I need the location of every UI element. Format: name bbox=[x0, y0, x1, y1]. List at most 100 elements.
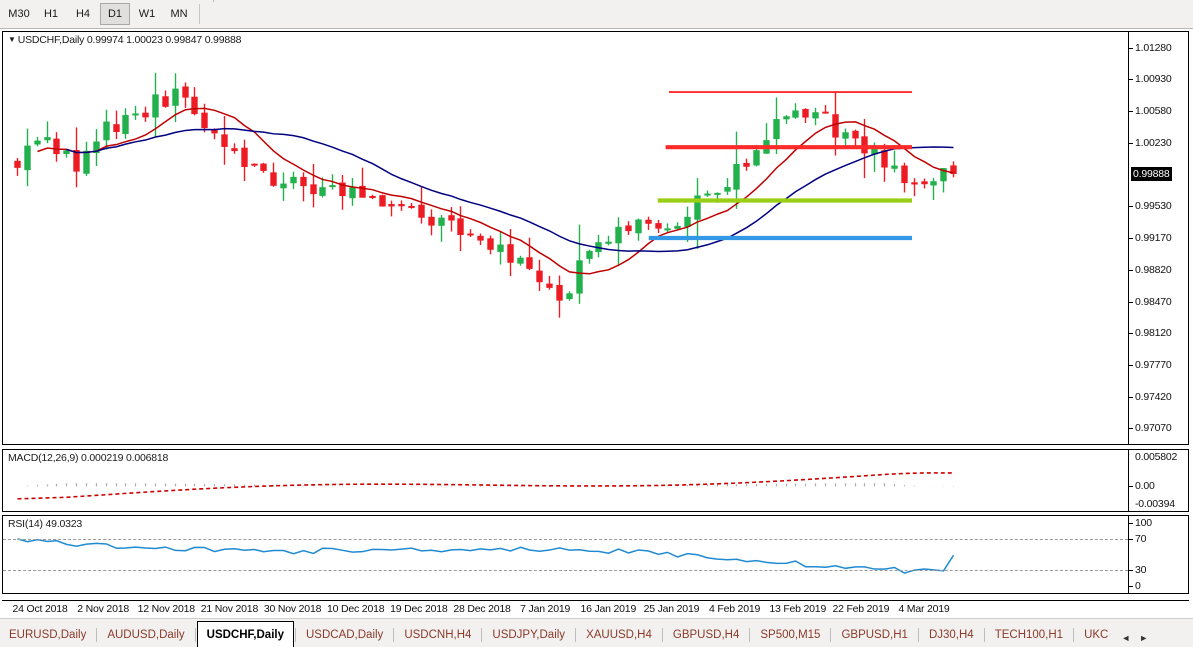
price-axis-label: 1.00930 bbox=[1135, 73, 1172, 86]
rsi-plot bbox=[3, 516, 1128, 593]
date-axis-label: 25 Jan 2019 bbox=[643, 603, 700, 615]
chart-tab-usdchf-daily[interactable]: USDCHF,Daily bbox=[196, 621, 294, 647]
tab-divider bbox=[294, 628, 296, 642]
chart-tab-gbpusd-h1[interactable]: GBPUSD,H1 bbox=[841, 629, 908, 641]
macd-axis-label: 0.00 bbox=[1135, 480, 1155, 493]
price-axis-tick bbox=[1129, 238, 1133, 240]
chart-tab-ukc[interactable]: UKC bbox=[1084, 629, 1109, 641]
date-axis-label: 13 Feb 2019 bbox=[769, 603, 827, 615]
macd-pane[interactable]: MACD(12,26,9) 0.000219 0.006818 0.005802… bbox=[2, 449, 1189, 512]
candlestick-svg bbox=[14, 72, 957, 318]
macd-axis-label: 0.005802 bbox=[1135, 451, 1178, 463]
rsi-svg bbox=[17, 538, 955, 574]
price-pane[interactable]: ▼ USDCHF,Daily 0.99974 1.00023 0.99847 0.… bbox=[2, 31, 1189, 445]
rsi-pane-label: RSI(14) 49.0323 bbox=[8, 518, 83, 530]
price-axis-label: 1.00580 bbox=[1135, 105, 1172, 118]
tab-divider bbox=[749, 628, 751, 642]
price-axis-tick bbox=[1129, 142, 1133, 144]
rsi-axis-label: 0 bbox=[1135, 580, 1141, 592]
chart-tab-dj30-h4[interactable]: DJ30,H4 bbox=[928, 629, 974, 641]
timeframe-button-mn[interactable]: MN bbox=[170, 8, 188, 20]
price-axis-label: 0.97420 bbox=[1135, 390, 1172, 403]
price-axis-label: 1.00230 bbox=[1135, 136, 1172, 149]
tab-divider bbox=[661, 628, 663, 642]
timeframe-button-m30[interactable]: M30 bbox=[8, 8, 30, 20]
macd-pane-label: MACD(12,26,9) 0.000219 0.006818 bbox=[8, 452, 169, 464]
chart-tab-audusd-daily[interactable]: AUDUSD,Daily bbox=[107, 629, 185, 641]
chart-tab-usdcad-daily[interactable]: USDCAD,Daily bbox=[305, 629, 384, 641]
date-axis-label: 4 Feb 2019 bbox=[708, 603, 761, 615]
chart-tab-xauusd-h4[interactable]: XAUUSD,H4 bbox=[586, 629, 652, 641]
chart-tab-tech100-h1[interactable]: TECH100,H1 bbox=[994, 629, 1064, 641]
chart-tab-usdjpy-daily[interactable]: USDJPY,Daily bbox=[492, 629, 566, 641]
date-axis-label: 10 Dec 2018 bbox=[327, 603, 385, 615]
date-axis-label: 30 Nov 2018 bbox=[263, 603, 322, 615]
date-axis-label: 28 Dec 2018 bbox=[453, 603, 511, 615]
tab-scroll-controls[interactable]: ◄ ► bbox=[1117, 633, 1155, 647]
macd-axis-label: -0.00394 bbox=[1135, 498, 1175, 510]
date-axis-label: 22 Feb 2019 bbox=[832, 603, 890, 615]
tab-divider bbox=[481, 628, 483, 642]
price-axis-label: 0.98120 bbox=[1135, 327, 1172, 340]
tab-divider bbox=[96, 628, 98, 642]
tab-divider bbox=[393, 628, 395, 642]
rsi-axis-label: 30 bbox=[1135, 563, 1147, 576]
date-axis-label: 19 Dec 2018 bbox=[390, 603, 448, 615]
price-axis-tick bbox=[1129, 205, 1133, 207]
price-axis-tick bbox=[1129, 47, 1133, 49]
current-price-label: 0.99888 bbox=[1131, 166, 1172, 181]
macd-axis-tick bbox=[1129, 486, 1133, 488]
timeframe-toolbar: M30 H1 H4 D1 W1 MN bbox=[0, 0, 1193, 29]
price-axis-label: 0.98820 bbox=[1135, 264, 1172, 277]
tab-divider bbox=[575, 628, 577, 642]
price-axis-label: 0.97770 bbox=[1135, 358, 1172, 371]
chart-tab-bar[interactable]: EURUSD,Daily AUDUSD,Daily USDCHF,Daily USDC… bbox=[0, 618, 1193, 647]
chart-tab-eurusd-daily[interactable]: EURUSD,Daily bbox=[9, 629, 87, 641]
date-axis-label: 21 Nov 2018 bbox=[200, 603, 259, 615]
timeframe-button-h4[interactable]: H4 bbox=[75, 8, 91, 20]
date-axis-label: 16 Jan 2019 bbox=[580, 603, 637, 615]
scroll-right-icon[interactable]: ► bbox=[1139, 633, 1149, 643]
tab-divider bbox=[917, 628, 919, 642]
rsi-pane[interactable]: RSI(14) 49.0323 100 70 30 0 bbox=[2, 515, 1189, 594]
price-axis[interactable]: 1.01280 1.00930 1.00580 1.00230 0.99530 0.991… bbox=[1128, 32, 1188, 444]
timeframe-button-h1[interactable]: H1 bbox=[43, 8, 59, 20]
chart-tab-usdcnh-h4[interactable]: USDCNH,H4 bbox=[404, 629, 472, 641]
price-axis-tick bbox=[1129, 364, 1133, 366]
rsi-axis-tick bbox=[1129, 523, 1133, 524]
timeframe-button-w1[interactable]: W1 bbox=[138, 8, 156, 20]
price-pane-header: ▼ USDCHF,Daily 0.99974 1.00023 0.99847 0.… bbox=[8, 34, 242, 46]
tab-divider bbox=[983, 628, 985, 642]
macd-plot bbox=[3, 450, 1128, 511]
scroll-left-icon[interactable]: ◄ bbox=[1121, 633, 1131, 643]
rsi-axis-tick bbox=[1129, 539, 1133, 541]
price-axis-label: 0.99530 bbox=[1135, 199, 1172, 212]
timeframe-button-d1[interactable]: D1 bbox=[100, 3, 130, 25]
price-axis-tick bbox=[1129, 333, 1133, 335]
rsi-axis-tick bbox=[1129, 569, 1133, 571]
collapse-arrow-icon[interactable]: ▼ bbox=[8, 35, 16, 44]
rsi-level-70 bbox=[3, 539, 1128, 541]
macd-axis: 0.005802 0.00 -0.00394 bbox=[1128, 450, 1188, 511]
tab-divider bbox=[1073, 628, 1075, 642]
chart-area[interactable]: ▼ USDCHF,Daily 0.99974 1.00023 0.99847 0.… bbox=[0, 28, 1193, 618]
price-axis-tick bbox=[1129, 396, 1133, 398]
price-axis-tick bbox=[1129, 79, 1133, 81]
tab-divider bbox=[830, 628, 832, 642]
price-plot[interactable] bbox=[3, 32, 1128, 444]
price-axis-label: 0.99170 bbox=[1135, 232, 1172, 245]
chart-tab-gbpusd-h4[interactable]: GBPUSD,H4 bbox=[672, 629, 740, 641]
macd-svg bbox=[17, 472, 955, 500]
rsi-axis-tick bbox=[1129, 586, 1133, 587]
date-axis-label: 7 Jan 2019 bbox=[520, 603, 571, 615]
rsi-axis-label: 70 bbox=[1135, 533, 1147, 546]
price-axis-label: 0.98470 bbox=[1135, 295, 1172, 308]
price-axis-tick bbox=[1129, 270, 1133, 272]
price-axis-tick bbox=[1129, 111, 1133, 113]
price-axis-label: 0.97070 bbox=[1135, 422, 1172, 435]
rsi-level-30 bbox=[3, 569, 1128, 571]
price-axis-tick bbox=[1129, 301, 1133, 303]
date-axis-label: 24 Oct 2018 bbox=[12, 603, 68, 615]
date-axis[interactable]: 24 Oct 2018 2 Nov 2018 12 Nov 2018 21 Nov 2… bbox=[2, 600, 1189, 618]
chart-tab-sp500-m15[interactable]: SP500,M15 bbox=[760, 629, 821, 641]
